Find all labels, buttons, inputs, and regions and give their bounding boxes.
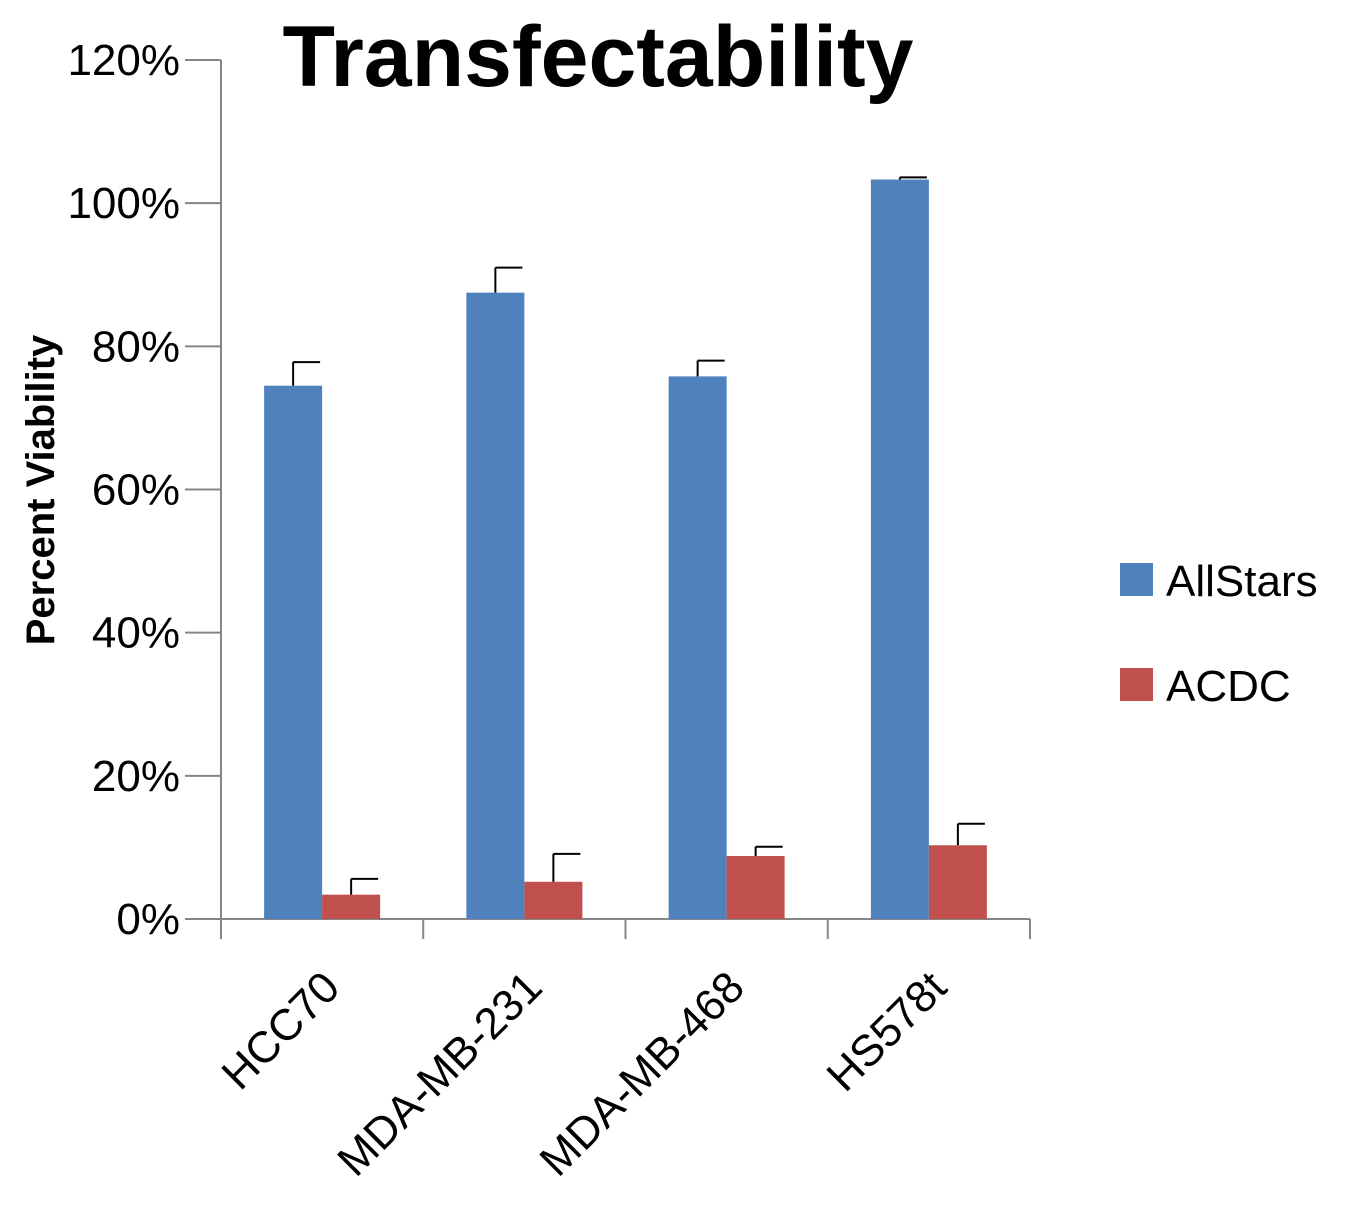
x-category-label: MDA-MB-231 [328,962,551,1185]
x-category-label: HCC70 [213,962,350,1099]
error-bar [754,845,783,857]
error-bar [350,877,379,895]
bar-allstars-hcc70 [264,385,323,919]
chart-title: Transfectability [283,9,914,105]
error-bar [696,359,725,377]
y-tick-label: 100% [67,179,180,228]
error-bars [292,176,985,895]
legend-swatch [1120,668,1153,701]
bar-acdc-mda-mb-468 [726,856,785,919]
y-tick-label: 120% [67,36,180,85]
y-tick-label: 0% [116,895,180,944]
y-axis: 0% 20% 40% 60% 80% 100% 120% [67,36,222,944]
y-tick-label: 60% [92,466,180,515]
bar-acdc-mda-mb-231 [524,881,583,919]
error-bar [292,361,321,386]
legend: AllStars ACDC [1120,557,1318,711]
bars [264,179,987,920]
bar-allstars-mda-mb-468 [668,376,727,920]
bar-allstars-hs578t [870,179,929,919]
legend-swatch [1120,563,1153,596]
legend-label: AllStars [1166,557,1318,606]
x-category-label: MDA-MB-468 [531,962,754,1185]
error-bar [898,176,927,180]
y-tick-label: 40% [92,609,180,658]
error-bar [552,852,581,882]
y-axis-label: Percent Viability [19,334,63,645]
legend-label: ACDC [1166,662,1291,711]
bar-acdc-hs578t [928,845,987,919]
y-tick-label: 20% [92,752,180,801]
y-tick-label: 80% [92,322,180,371]
bar-acdc-hcc70 [322,894,381,919]
bar-allstars-mda-mb-231 [466,292,525,919]
error-bar [494,266,523,293]
error-bar [956,822,985,846]
x-category-label: HS578t [818,962,956,1100]
